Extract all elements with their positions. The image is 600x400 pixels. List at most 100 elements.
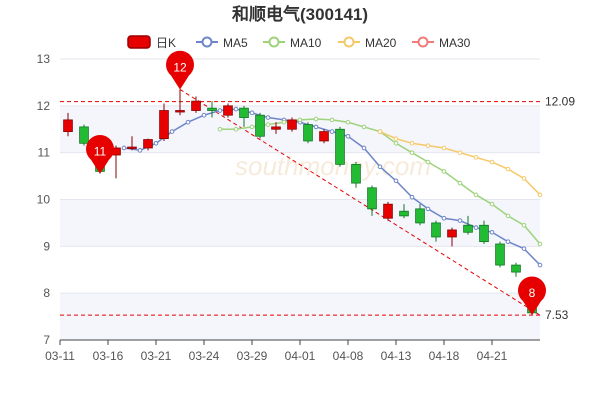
trend-line bbox=[179, 89, 541, 316]
legend: 日K MA5 MA10 MA20 MA30 bbox=[127, 35, 471, 50]
ma5-point bbox=[457, 218, 463, 223]
legend-item-ma5[interactable]: MA5 bbox=[196, 36, 248, 50]
y-tick-label: 13 bbox=[37, 52, 51, 66]
ma5-point bbox=[233, 106, 239, 112]
candle-body bbox=[191, 100, 201, 111]
ma10-point bbox=[249, 124, 255, 130]
x-tick-label: 04-18 bbox=[429, 349, 460, 363]
legend-label-ma5: MA5 bbox=[223, 36, 248, 50]
ma10-point bbox=[537, 241, 543, 247]
ma20-point bbox=[393, 136, 399, 141]
candle-body bbox=[303, 124, 313, 142]
candle-body bbox=[287, 119, 297, 130]
trend-line-segment bbox=[179, 89, 541, 316]
plot-bands bbox=[60, 105, 540, 340]
ma5-point bbox=[537, 262, 543, 268]
x-axis: 03-11 03-16 03-21 03-24 03-29 04-01 04-08 04-13… bbox=[45, 339, 540, 363]
x-tick-label: 03-16 bbox=[93, 349, 124, 363]
reference-label: 7.53 bbox=[545, 308, 569, 322]
ma5-point bbox=[249, 110, 255, 116]
plot-band bbox=[60, 105, 540, 153]
candle-body bbox=[399, 210, 409, 217]
ma10-point bbox=[441, 169, 447, 174]
ma10-point bbox=[313, 116, 319, 122]
ma5-point bbox=[441, 215, 447, 221]
legend-item-dayk[interactable]: 日K bbox=[127, 35, 176, 50]
x-tick-label: 04-08 bbox=[333, 349, 364, 363]
plot-band bbox=[60, 293, 540, 340]
ma20-point bbox=[505, 166, 511, 172]
pin-marker bbox=[86, 135, 115, 174]
pin-label: 12 bbox=[173, 60, 187, 74]
ma20-point bbox=[457, 150, 463, 155]
candle-body bbox=[415, 208, 425, 224]
ma5-point bbox=[345, 133, 351, 139]
candle-body bbox=[207, 107, 217, 111]
candle-body bbox=[447, 229, 457, 238]
plot-band bbox=[60, 199, 540, 247]
y-axis: 7 8 9 10 11 12 13 bbox=[37, 52, 51, 347]
legend-item-ma10[interactable]: MA10 bbox=[263, 36, 322, 50]
ma10-point bbox=[281, 119, 287, 125]
x-tick-label: 03-21 bbox=[141, 349, 172, 363]
watermark: southmoney.com bbox=[235, 151, 431, 181]
ma10-point bbox=[345, 119, 351, 125]
legend-item-ma20[interactable]: MA20 bbox=[338, 36, 397, 50]
ma10-point bbox=[457, 180, 463, 186]
legend-item-ma30[interactable]: MA30 bbox=[412, 36, 471, 50]
ma20-point bbox=[473, 155, 479, 160]
ma20-point bbox=[409, 141, 415, 146]
ma5-point bbox=[505, 239, 511, 244]
candle-body bbox=[223, 105, 233, 116]
ma10-point bbox=[393, 141, 399, 146]
ma10-point bbox=[217, 126, 223, 132]
ma5-point bbox=[329, 129, 335, 134]
ma5-point bbox=[377, 164, 383, 170]
candle-body bbox=[463, 224, 473, 233]
legend-label-ma30: MA30 bbox=[439, 36, 471, 50]
ma10-point bbox=[361, 124, 367, 130]
ma10-point bbox=[409, 150, 415, 155]
ma10-point bbox=[489, 201, 495, 207]
legend-label-dayk: 日K bbox=[156, 36, 176, 50]
ma20-point bbox=[441, 145, 447, 151]
x-tick-label: 03-24 bbox=[189, 349, 220, 363]
ma5-point bbox=[473, 225, 479, 230]
ma20-point bbox=[537, 192, 543, 198]
ma5-point bbox=[201, 112, 207, 118]
pin-markers: 12 11 8 bbox=[86, 50, 546, 316]
ma10-point bbox=[521, 222, 527, 228]
reference-lines: 12.09 7.53 bbox=[60, 95, 575, 322]
ma5-point bbox=[393, 178, 399, 184]
pin-marker bbox=[166, 50, 195, 90]
pin-label: 8 bbox=[529, 286, 536, 300]
ma5-point bbox=[121, 145, 127, 151]
y-tick-label: 11 bbox=[38, 146, 51, 160]
x-tick-label: 04-21 bbox=[477, 349, 508, 363]
ma5-point bbox=[153, 141, 159, 146]
ma20-point bbox=[425, 143, 431, 148]
ma5-point bbox=[521, 246, 527, 251]
y-tick-label: 7 bbox=[43, 333, 50, 347]
candle-body bbox=[431, 222, 441, 238]
y-tick-label: 12 bbox=[37, 99, 51, 113]
ma20-point bbox=[521, 176, 527, 181]
candle-body bbox=[255, 114, 265, 137]
y-tick-label: 8 bbox=[43, 286, 50, 300]
chart-title: 和顺电气(300141) bbox=[232, 4, 368, 24]
candle-body bbox=[143, 139, 153, 149]
ma10-point bbox=[473, 192, 479, 198]
candle-body bbox=[63, 119, 73, 132]
ma10-point bbox=[265, 122, 271, 127]
ma5-point bbox=[265, 115, 271, 120]
y-tick-label: 9 bbox=[43, 239, 50, 253]
ma10-point bbox=[425, 159, 431, 165]
x-tick-label: 04-01 bbox=[285, 349, 316, 363]
candle-body bbox=[495, 243, 505, 266]
ma20-point bbox=[377, 129, 383, 134]
ma10-point bbox=[233, 126, 239, 132]
x-tick-label: 03-11 bbox=[45, 349, 75, 363]
ma5-point bbox=[313, 124, 319, 130]
candle-body bbox=[335, 128, 345, 165]
